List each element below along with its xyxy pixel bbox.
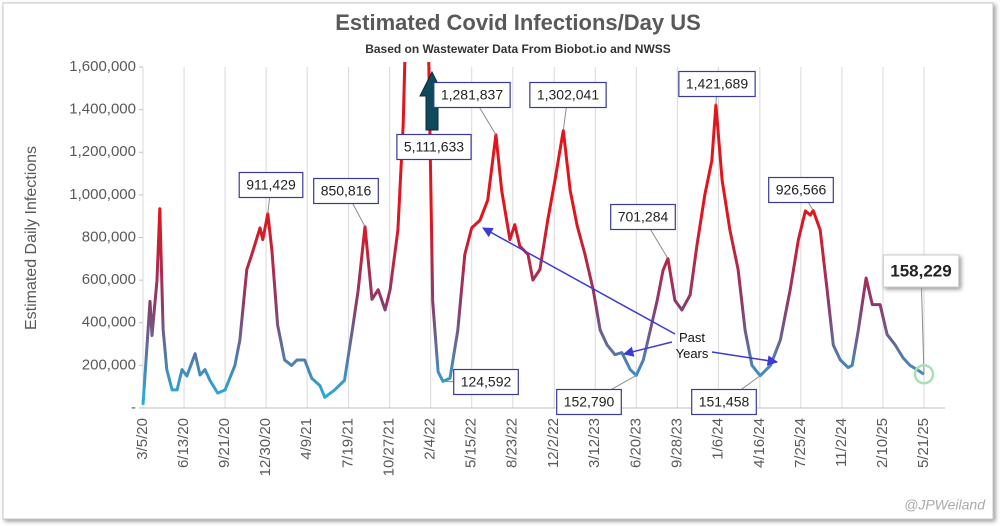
value-label: 124,592: [461, 374, 512, 390]
value-label: 701,284: [618, 209, 669, 225]
past-years-arrows: [482, 227, 779, 366]
y-tick-label: 600,000: [82, 271, 136, 288]
value-labels: 911,429 850,816 5,111,633 124,592 1,281,837 1…: [238, 70, 960, 416]
y-tick-label: 400,000: [82, 314, 136, 331]
x-tick-label: 2/4/22: [422, 418, 439, 460]
value-label: 911,429: [246, 177, 296, 193]
x-tick-label: 9/28/23: [668, 418, 685, 468]
x-tick-label: 8/23/22: [504, 418, 521, 468]
annotation: Past Years: [675, 330, 709, 361]
arrow: [482, 227, 676, 335]
x-tick-label: 1/6/24: [709, 418, 726, 460]
label-box: [768, 176, 834, 204]
value-label: 158,229: [890, 261, 951, 280]
label-box: [453, 368, 519, 396]
y-tick-label: 1,400,000: [69, 101, 136, 118]
value-label: 1,421,689: [686, 76, 748, 92]
label-box: [882, 254, 960, 288]
x-tick-label: 12/2/22: [545, 418, 562, 468]
value-label: 926,566: [776, 182, 827, 198]
x-tick-label: 9/21/20: [216, 418, 233, 468]
value-label: 850,816: [321, 183, 372, 199]
label-box: [610, 203, 676, 231]
value-label: 1,281,837: [441, 87, 503, 103]
label-box: [556, 388, 622, 416]
label-box: [529, 81, 607, 109]
y-tick-label: 1,200,000: [69, 143, 136, 160]
arrow: [622, 341, 673, 357]
value-label: 152,790: [564, 394, 615, 410]
x-tick-label: 4/16/24: [751, 418, 768, 468]
chart-title: Estimated Covid Infections/Day US: [335, 10, 701, 35]
label-box: [678, 70, 756, 98]
x-tick-label: 7/25/24: [792, 418, 809, 468]
value-label: 151,458: [699, 394, 750, 410]
line: [141, 62, 925, 405]
y-axis-label: Estimated Daily Infections: [23, 146, 40, 330]
chart-subtitle: Based on Wastewater Data From Biobot.io …: [365, 42, 671, 56]
x-tick-label: 10/27/21: [381, 418, 398, 476]
x-tick-label: 4/9/21: [298, 418, 315, 460]
x-tick-label: 5/21/25: [915, 418, 932, 468]
y-tick-label: 1,600,000: [69, 58, 136, 75]
plot: [141, 62, 925, 405]
x-tick-label: 11/2/24: [833, 418, 850, 467]
value-label: 1,302,041: [537, 87, 599, 103]
y-tick-label: 800,000: [82, 228, 136, 245]
label-box: [238, 171, 304, 199]
arrow: [711, 351, 779, 366]
y-tick-label: 1,000,000: [69, 186, 136, 203]
x-tick-label: 6/13/20: [175, 418, 192, 468]
x-tick-label: 7/19/21: [340, 418, 357, 468]
label-box: [313, 177, 379, 205]
y-tick-label: -: [131, 399, 136, 416]
x-tick-label: 2/10/25: [874, 418, 891, 468]
y-tick-label: 200,000: [82, 356, 136, 373]
label-box: [691, 388, 757, 416]
x-tick-label: 6/20/23: [627, 418, 644, 468]
value-label: 5,111,633: [404, 139, 464, 155]
x-tick-label: 12/30/20: [257, 418, 274, 476]
label-box: [433, 81, 511, 109]
x-tick-label: 3/12/23: [586, 418, 603, 468]
grid: [139, 66, 925, 409]
leader-line: [920, 270, 925, 375]
credit: @JPWeiland: [904, 497, 986, 513]
end-marker: [913, 364, 935, 385]
x-tick-label: 3/5/20: [134, 418, 151, 460]
label-box: [396, 133, 472, 161]
x-tick-label: 5/15/22: [463, 418, 480, 468]
